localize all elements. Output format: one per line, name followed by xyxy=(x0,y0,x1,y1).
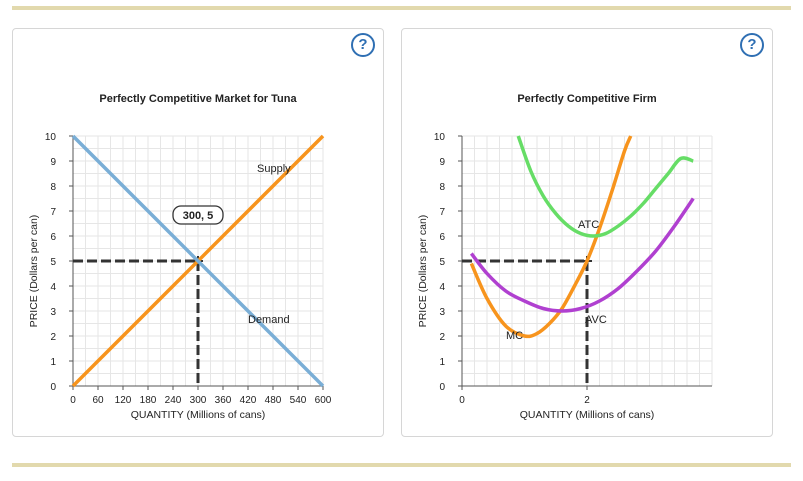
y-tick-label: 2 xyxy=(439,332,445,343)
y-tick-label: 10 xyxy=(45,132,57,143)
x-tick-label: 480 xyxy=(265,395,282,406)
guide-lines xyxy=(462,256,592,386)
series-atc-line xyxy=(516,135,694,238)
y-tick-label: 5 xyxy=(50,257,56,268)
y-tick-label: 0 xyxy=(439,382,445,393)
series xyxy=(469,135,695,339)
series-mc-label: MC xyxy=(506,330,523,342)
point-callout-box xyxy=(172,205,224,225)
axes: 0 1 2 3 4 5 6 7 8 9 10 0 60 120 180 240 300 360 420 480 540 6… xyxy=(28,132,332,421)
top-divider xyxy=(12,6,791,10)
market-chart: 0 1 2 3 4 5 6 7 8 9 10 0 60 120 180 240 300 360 420 480 540 6… xyxy=(28,93,332,421)
labels: Perfectly Competitive Firm MC ATC AVC xyxy=(506,93,657,342)
x-tick-label: 0 xyxy=(459,395,465,406)
x-tick-label: 240 xyxy=(165,395,182,406)
series-demand-label: Demand xyxy=(248,314,290,326)
y-tick-label: 7 xyxy=(50,207,56,218)
bottom-divider xyxy=(12,463,791,467)
help-button-firm[interactable]: ? xyxy=(740,33,764,57)
x-tick-label: 0 xyxy=(70,395,76,406)
y-tick-label: 8 xyxy=(439,182,445,193)
chart-title: Perfectly Competitive Market for Tuna xyxy=(99,93,297,105)
x-tick-label: 300 xyxy=(190,395,207,406)
y-axis-label: PRICE (Dollars per can) xyxy=(417,215,429,328)
series-atc-label: ATC xyxy=(578,219,599,231)
chart-title: Perfectly Competitive Firm xyxy=(517,93,657,105)
series-supply-label: Supply xyxy=(257,163,291,175)
x-axis-label: QUANTITY (Millions of cans) xyxy=(131,409,266,421)
series-avc-line xyxy=(469,197,695,313)
y-tick-label: 0 xyxy=(50,382,56,393)
series-avc-label: AVC xyxy=(585,314,607,326)
market-panel: ? 0 1 2 3 4 5 6 7 8 9 10 0 60 120 180 240 300 360 420 480 54… xyxy=(12,28,384,437)
y-tick-label: 1 xyxy=(439,357,445,368)
y-tick-label: 2 xyxy=(50,332,56,343)
x-tick-label: 2 xyxy=(584,395,590,406)
help-button-market[interactable]: ? xyxy=(351,33,375,57)
y-tick-label: 6 xyxy=(50,232,56,243)
axes: 0 1 2 3 4 5 6 7 8 9 10 0 2 QUANTITY (Millions of cans… xyxy=(417,132,712,421)
y-tick-label: 6 xyxy=(439,232,445,243)
x-tick-label: 540 xyxy=(290,395,307,406)
y-tick-label: 4 xyxy=(439,282,445,293)
y-tick-label: 8 xyxy=(50,182,56,193)
series xyxy=(71,134,325,388)
x-axis-label: QUANTITY (Millions of cans) xyxy=(520,409,655,421)
x-tick-label: 180 xyxy=(140,395,157,406)
x-tick-label: 360 xyxy=(215,395,232,406)
firm-panel: ? 0 1 2 3 4 5 6 7 8 9 10 0 2 QUANTITY (Millions of ca… xyxy=(401,28,773,437)
y-tick-label: 7 xyxy=(439,207,445,218)
x-tick-label: 60 xyxy=(92,395,104,406)
series-mc-line xyxy=(469,135,633,339)
y-tick-label: 5 xyxy=(439,257,445,268)
firm-chart: 0 1 2 3 4 5 6 7 8 9 10 0 2 QUANTITY (Millions of cans… xyxy=(417,93,713,421)
y-tick-label: 9 xyxy=(50,157,56,168)
x-tick-label: 120 xyxy=(115,395,132,406)
y-axis-label: PRICE (Dollars per can) xyxy=(28,215,40,328)
y-tick-label: 4 xyxy=(50,282,56,293)
y-tick-label: 3 xyxy=(439,307,445,318)
y-tick-label: 3 xyxy=(50,307,56,318)
labels: Perfectly Competitive Market for Tuna Sup… xyxy=(99,93,297,326)
point-callout-label: 300, 5 xyxy=(183,210,214,222)
x-tick-label: 420 xyxy=(240,395,257,406)
x-tick-label: 600 xyxy=(315,395,332,406)
y-tick-label: 9 xyxy=(439,157,445,168)
series-demand-line xyxy=(71,134,325,388)
y-tick-label: 10 xyxy=(434,132,446,143)
y-tick-label: 1 xyxy=(50,357,56,368)
